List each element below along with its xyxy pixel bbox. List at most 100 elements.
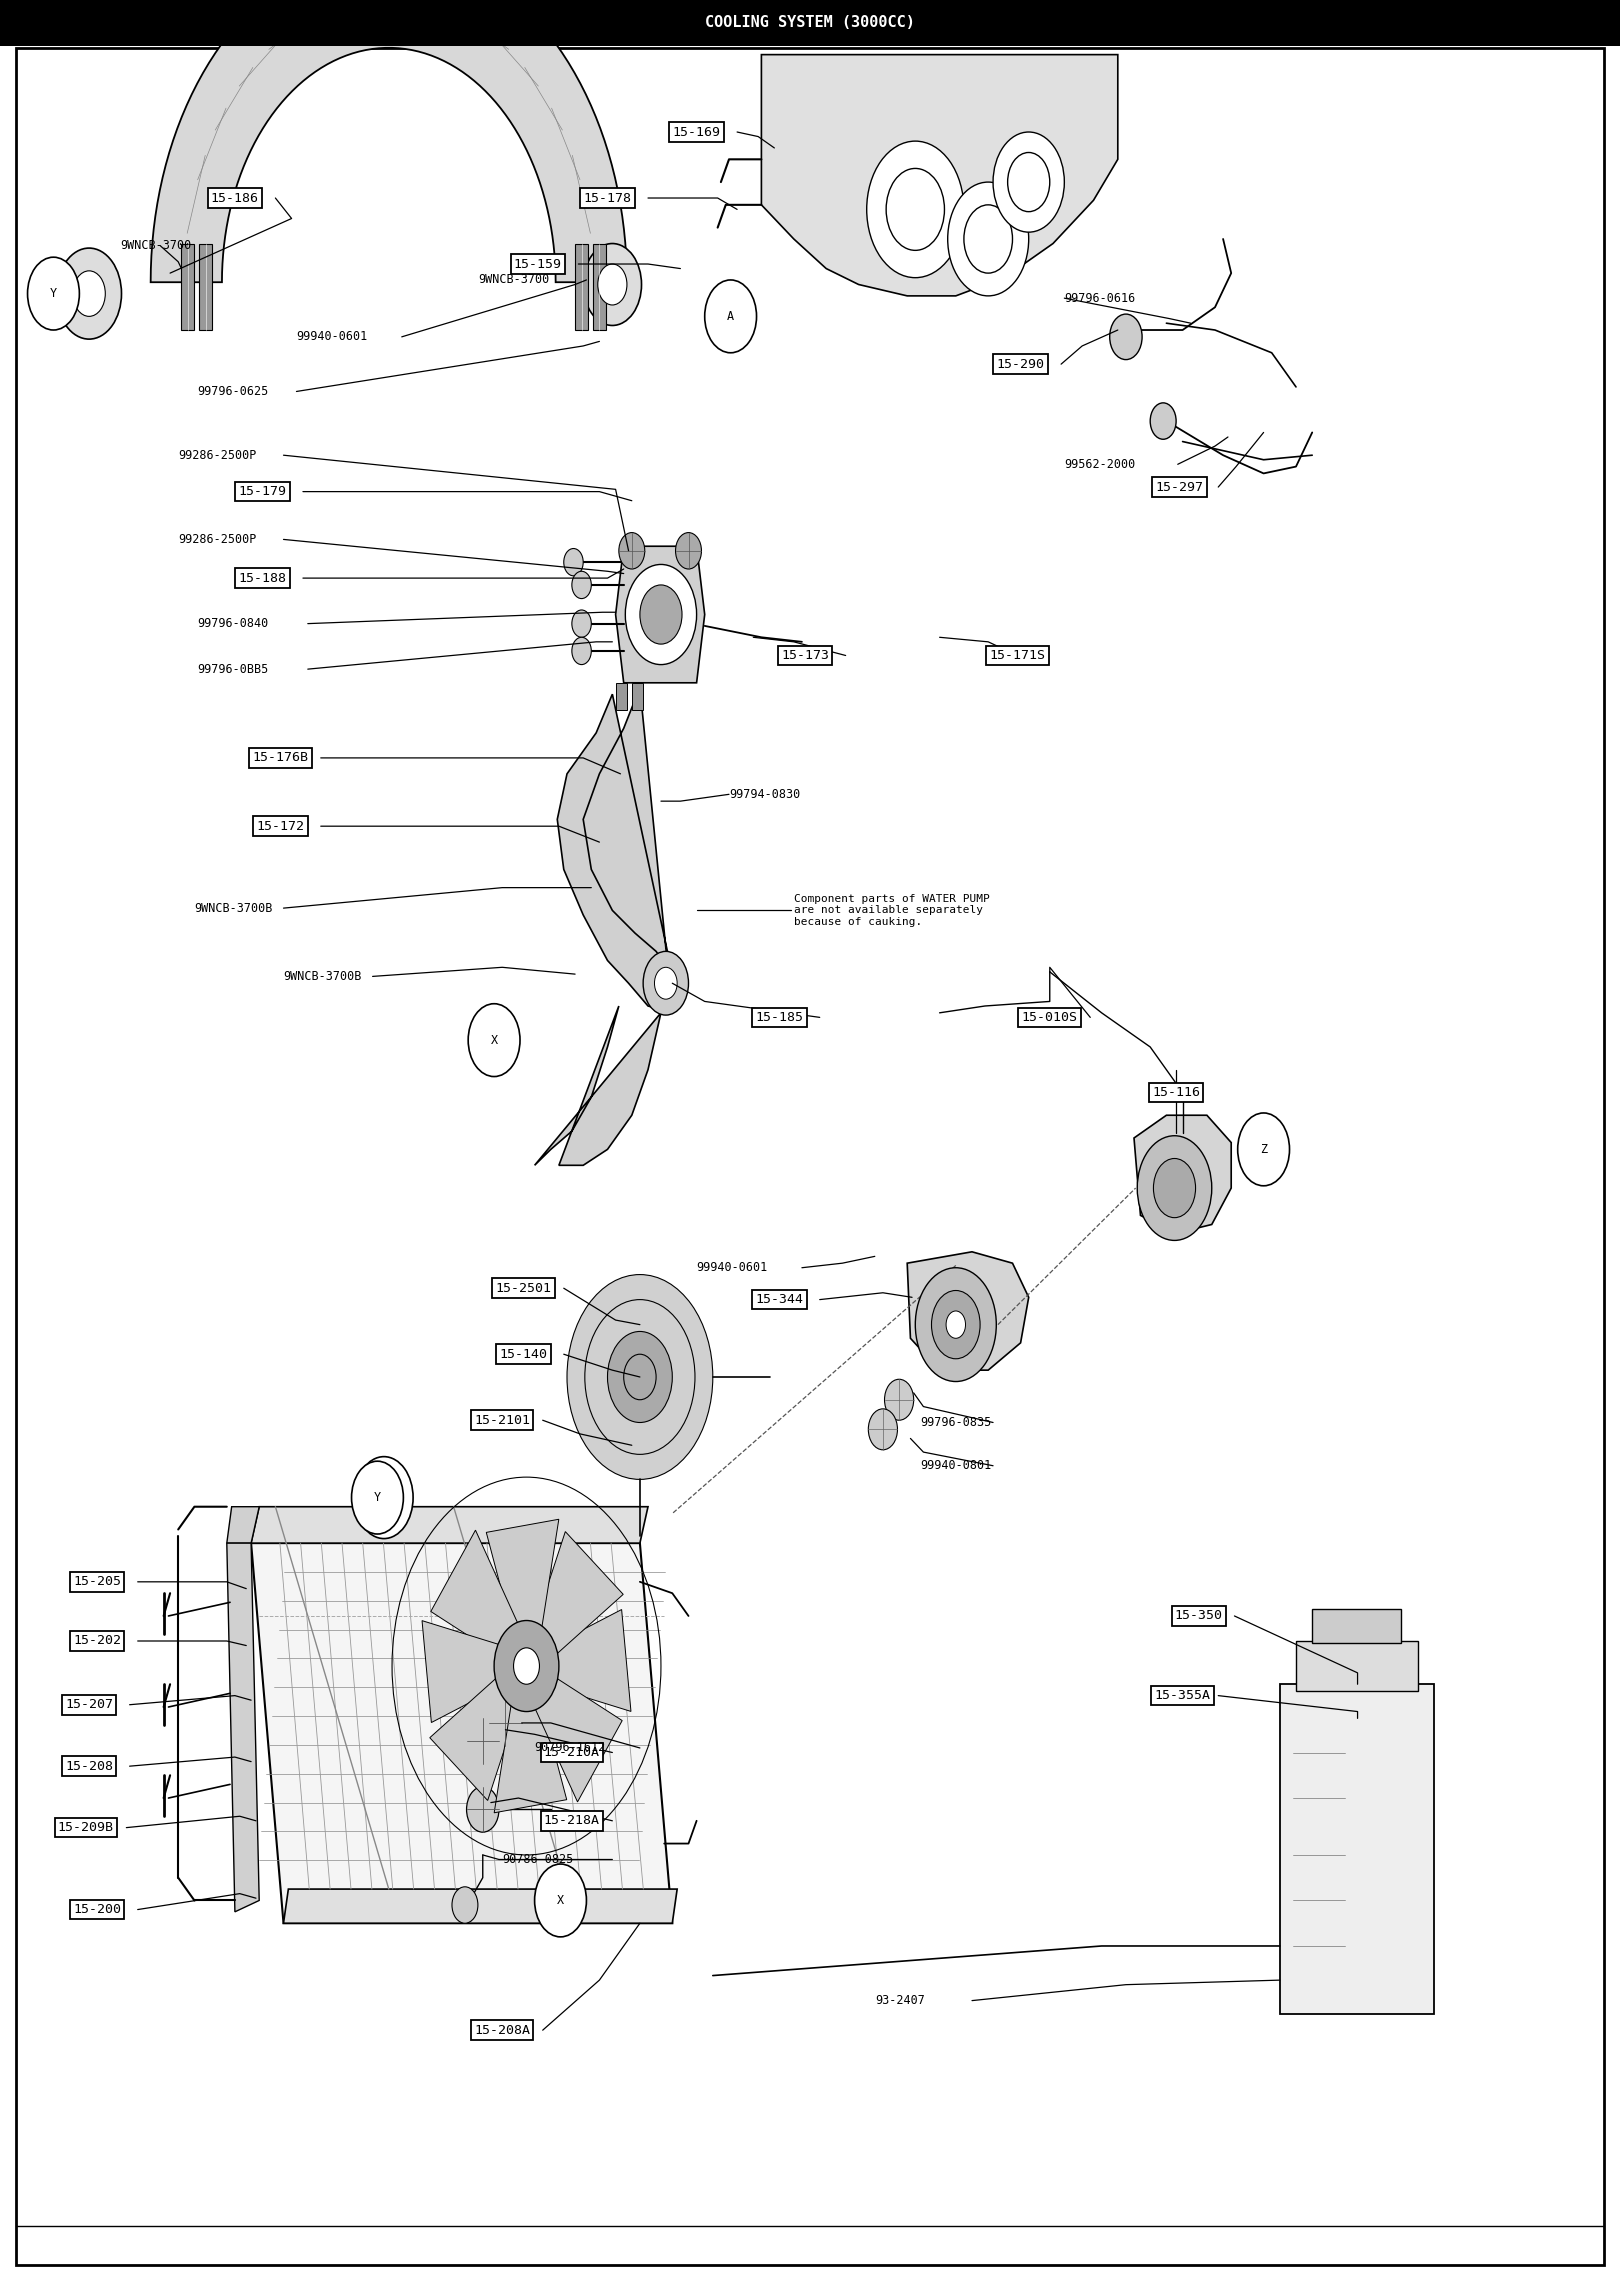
Circle shape [352, 1461, 403, 1534]
Text: 15-171S: 15-171S [990, 649, 1045, 662]
Circle shape [964, 205, 1012, 273]
Bar [181, 244, 194, 330]
Circle shape [946, 1311, 966, 1338]
Text: 93-2407: 93-2407 [875, 1994, 925, 2007]
Text: 15-218A: 15-218A [544, 1814, 599, 1828]
Text: 99562-2000: 99562-2000 [1064, 457, 1136, 471]
Circle shape [915, 1268, 996, 1382]
Polygon shape [907, 1252, 1029, 1370]
Circle shape [535, 1864, 586, 1937]
Circle shape [452, 1887, 478, 1923]
Text: 99286-2500P: 99286-2500P [178, 533, 256, 546]
Circle shape [625, 564, 697, 665]
Text: 15-202: 15-202 [73, 1634, 122, 1648]
Text: 15-350: 15-350 [1174, 1609, 1223, 1623]
Text: 15-210A: 15-210A [544, 1746, 599, 1759]
Text: 99794-0830: 99794-0830 [729, 787, 800, 801]
Circle shape [1150, 403, 1176, 439]
Circle shape [948, 182, 1029, 296]
Text: 15-297: 15-297 [1155, 480, 1204, 494]
Circle shape [572, 571, 591, 599]
Circle shape [467, 1787, 499, 1832]
Text: 15-208A: 15-208A [475, 2023, 530, 2037]
Circle shape [640, 585, 682, 644]
Text: Component parts of WATER PUMP
are not available separately
because of cauking.: Component parts of WATER PUMP are not av… [794, 894, 990, 926]
Circle shape [608, 1331, 672, 1422]
Polygon shape [251, 1543, 672, 1923]
Circle shape [494, 1621, 559, 1712]
Text: Y: Y [50, 287, 57, 300]
Text: 15-290: 15-290 [996, 357, 1045, 371]
Text: 15-159: 15-159 [514, 257, 562, 271]
Text: 99940-0801: 99940-0801 [920, 1459, 991, 1473]
Text: 15-172: 15-172 [256, 819, 305, 833]
Polygon shape [227, 1543, 259, 1912]
Circle shape [598, 264, 627, 305]
Text: 15-176B: 15-176B [253, 751, 308, 765]
Text: 99796-0835: 99796-0835 [920, 1416, 991, 1429]
Circle shape [1008, 152, 1050, 212]
Bar [616, 683, 627, 710]
Circle shape [564, 549, 583, 576]
Polygon shape [284, 1889, 677, 1923]
Polygon shape [1280, 1684, 1434, 2014]
Circle shape [355, 1457, 413, 1539]
Polygon shape [251, 1507, 648, 1543]
Circle shape [468, 1004, 520, 1077]
Bar [575, 244, 588, 330]
Circle shape [572, 610, 591, 637]
Circle shape [885, 1379, 914, 1420]
Circle shape [57, 248, 122, 339]
Text: 9WNCB-3700B: 9WNCB-3700B [284, 970, 361, 983]
Text: 99286-2500P: 99286-2500P [178, 448, 256, 462]
Polygon shape [557, 687, 672, 1013]
Circle shape [619, 533, 645, 569]
Polygon shape [536, 1680, 622, 1803]
Text: 15-188: 15-188 [238, 571, 287, 585]
Polygon shape [494, 1707, 567, 1812]
Text: 15-2101: 15-2101 [475, 1413, 530, 1427]
Circle shape [467, 1718, 499, 1764]
Text: 99940-0601: 99940-0601 [296, 330, 368, 344]
Text: 99796-0BB5: 99796-0BB5 [198, 662, 269, 676]
Polygon shape [227, 1507, 259, 1543]
Text: 15-208: 15-208 [65, 1759, 113, 1773]
Circle shape [868, 1409, 897, 1450]
Text: 9WNCB-3700B: 9WNCB-3700B [194, 901, 272, 915]
Circle shape [886, 168, 944, 250]
Polygon shape [1134, 1115, 1231, 1234]
Circle shape [514, 1648, 539, 1684]
Circle shape [28, 257, 79, 330]
Bar [593, 244, 606, 330]
Text: X: X [557, 1894, 564, 1907]
Circle shape [1238, 1113, 1290, 1186]
Circle shape [73, 271, 105, 316]
Circle shape [572, 637, 591, 665]
Text: 15-010S: 15-010S [1022, 1011, 1077, 1024]
Circle shape [1110, 314, 1142, 360]
Text: 15-344: 15-344 [755, 1293, 804, 1306]
Circle shape [676, 533, 701, 569]
Circle shape [705, 280, 757, 353]
Text: 15-2501: 15-2501 [496, 1281, 551, 1295]
Text: 15-116: 15-116 [1152, 1086, 1200, 1099]
Text: 99796-0625: 99796-0625 [198, 385, 269, 398]
Circle shape [643, 951, 688, 1015]
Text: 9WNCB-3700: 9WNCB-3700 [120, 239, 191, 253]
Text: 15-186: 15-186 [211, 191, 259, 205]
Bar [0, 0, 1620, 46]
Text: X: X [491, 1033, 497, 1047]
Text: Z: Z [1260, 1143, 1267, 1156]
Text: 15-200: 15-200 [73, 1903, 122, 1916]
Circle shape [654, 967, 677, 999]
Text: 90796-1612: 90796-1612 [535, 1741, 606, 1755]
Text: Y: Y [374, 1491, 381, 1504]
Text: 9WNCB-3700: 9WNCB-3700 [478, 273, 549, 287]
Circle shape [583, 244, 642, 325]
Circle shape [1153, 1158, 1196, 1218]
Text: 15-140: 15-140 [499, 1347, 548, 1361]
Polygon shape [429, 1680, 517, 1800]
Text: 15-205: 15-205 [73, 1575, 122, 1589]
Text: 99796-0840: 99796-0840 [198, 617, 269, 630]
Polygon shape [535, 1006, 661, 1165]
